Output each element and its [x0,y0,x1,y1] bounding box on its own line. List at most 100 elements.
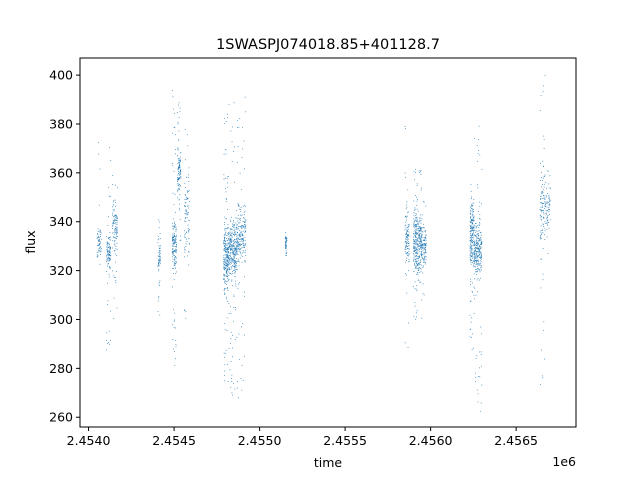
data-point [175,239,176,241]
data-point [226,238,227,239]
data-point [228,251,229,252]
data-point [99,241,101,243]
data-point [186,198,188,200]
data-point [478,251,480,252]
data-point [226,288,228,290]
data-point [227,364,229,365]
data-point [224,267,226,269]
data-point [415,255,417,257]
data-point [481,333,483,335]
data-point [415,232,417,234]
data-point [239,238,241,240]
data-point [99,168,101,170]
data-point [234,252,236,254]
data-point [419,281,421,283]
data-point [415,273,417,275]
data-point [238,205,239,207]
data-point [540,210,542,211]
data-point [107,253,109,255]
data-point [408,254,410,255]
data-point [225,241,226,243]
data-point [476,242,478,244]
data-point [479,217,480,219]
data-point [542,192,544,193]
data-point [230,242,232,243]
data-point [405,247,407,249]
data-point [419,230,421,231]
data-point [106,249,108,250]
data-point [113,232,115,233]
data-point [416,285,418,287]
data-point [224,364,226,366]
data-point [420,238,422,240]
data-point [419,256,420,257]
data-point [178,188,180,189]
data-point [227,226,229,228]
data-point [177,180,179,181]
data-point [241,261,243,263]
data-point [227,255,229,257]
data-point [476,226,478,227]
data-point [225,247,227,249]
data-point [224,236,226,238]
data-point [424,261,426,263]
data-point [239,257,241,259]
data-point [421,252,422,254]
data-point [232,250,234,252]
data-point [227,253,229,255]
data-point [420,251,422,253]
data-point [188,181,190,182]
data-point [159,255,161,257]
data-point [470,242,472,243]
data-point [421,246,423,248]
data-point [115,227,116,229]
data-point [418,248,420,250]
data-point [470,231,472,233]
data-point [470,258,471,260]
data-point [177,170,179,172]
data-point [417,258,419,260]
data-point [172,238,174,239]
data-point [178,102,180,104]
data-point [549,201,551,203]
data-point [224,329,226,331]
data-point [415,231,416,233]
data-point [405,249,407,250]
data-point [544,174,546,176]
data-point [96,238,98,239]
data-point [415,226,417,227]
data-point [472,220,474,222]
data-point [175,340,177,341]
data-point [174,221,176,223]
data-point [231,231,233,233]
data-point [475,235,477,237]
data-point [414,225,416,227]
data-point [228,242,230,244]
data-point [417,219,418,221]
data-point [237,245,239,247]
data-point [175,262,177,264]
data-point [547,224,548,226]
data-point [470,278,471,280]
data-point [238,261,240,263]
data-point [175,223,176,225]
data-point [178,158,180,160]
data-point [471,260,473,262]
data-point [233,307,235,308]
data-point [159,280,161,282]
data-point [108,262,109,264]
data-point [475,250,477,252]
data-point [179,167,181,168]
data-point [472,243,474,245]
data-point [423,248,425,250]
data-point [232,225,234,227]
data-point [112,184,114,186]
data-point [470,216,472,218]
data-point [237,287,239,289]
data-point [239,243,241,245]
data-point [422,272,424,274]
data-point [179,163,181,165]
data-point [470,259,472,261]
data-point [480,262,481,264]
data-point [417,244,418,245]
